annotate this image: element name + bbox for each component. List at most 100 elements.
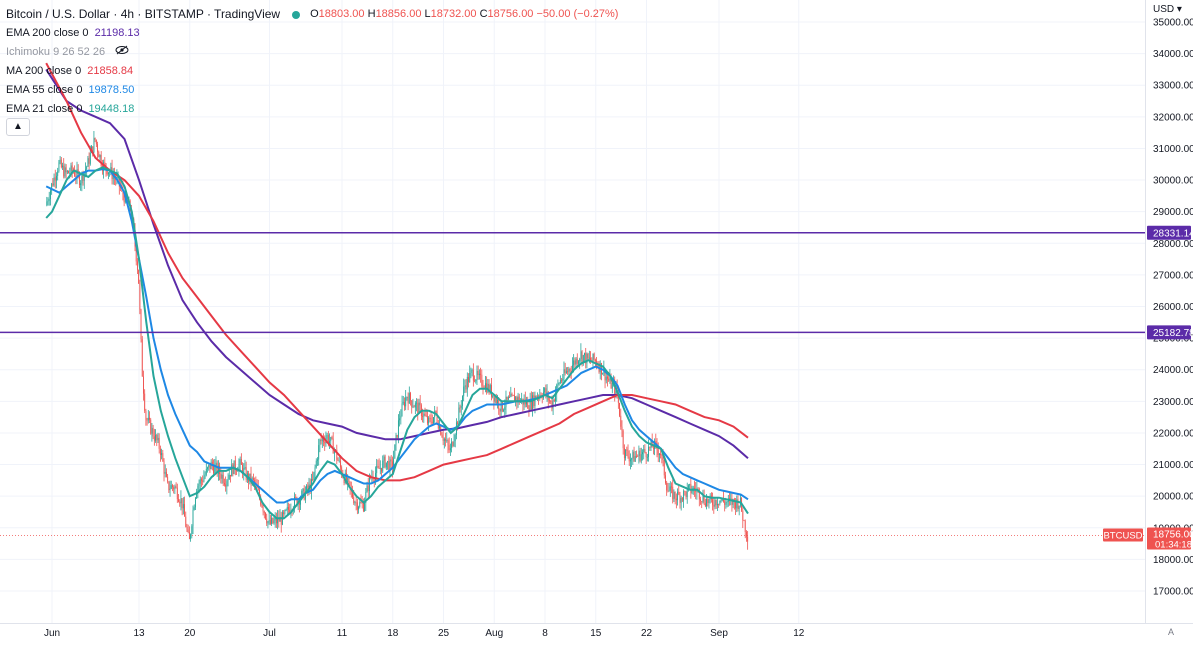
candle-body bbox=[573, 360, 575, 366]
candle-body bbox=[381, 467, 382, 472]
candle-body bbox=[511, 393, 513, 396]
candle-body bbox=[657, 449, 659, 456]
candle-body bbox=[228, 474, 230, 480]
candle-body bbox=[441, 434, 443, 438]
candle-body bbox=[198, 483, 200, 486]
candle-body bbox=[222, 474, 224, 483]
candle-body bbox=[155, 434, 157, 441]
candle-body bbox=[673, 491, 675, 500]
candle-body bbox=[581, 351, 583, 362]
y-tick-label: 20000.00 bbox=[1153, 492, 1193, 503]
candle-body bbox=[724, 501, 726, 505]
candle-body bbox=[620, 415, 622, 427]
candle-body bbox=[579, 358, 581, 362]
candle-body bbox=[208, 464, 210, 468]
candle-body bbox=[112, 175, 114, 180]
ma-line-ma-200-close-0 bbox=[45, 62, 749, 482]
candle-body bbox=[501, 401, 503, 411]
candle-body bbox=[661, 454, 663, 456]
candle-body bbox=[562, 378, 564, 381]
candle-body bbox=[285, 509, 287, 511]
y-tick-label: 29000.00 bbox=[1153, 207, 1193, 218]
collapse-legend-button[interactable]: ▲ bbox=[6, 118, 30, 136]
candle-body bbox=[356, 502, 358, 510]
candle-body bbox=[701, 500, 703, 502]
candle-body bbox=[205, 468, 207, 475]
candle-body bbox=[53, 177, 55, 186]
candle-body bbox=[454, 434, 456, 441]
candle-body bbox=[716, 503, 718, 506]
indicator-ema200[interactable]: EMA 200 close 0 21198.13 bbox=[6, 24, 618, 43]
candle-body bbox=[62, 165, 63, 168]
candle-body bbox=[332, 438, 334, 454]
candle-body bbox=[585, 353, 587, 364]
currency-selector[interactable]: USD ▾ bbox=[1153, 4, 1182, 15]
candle-body bbox=[396, 434, 398, 438]
candle-body bbox=[191, 526, 193, 535]
candle-body bbox=[349, 481, 351, 488]
candle-body bbox=[584, 353, 585, 356]
candle-body bbox=[447, 440, 449, 446]
candle-body bbox=[346, 473, 347, 483]
candle-body bbox=[150, 419, 152, 434]
candle-body bbox=[294, 496, 295, 509]
candle-body bbox=[433, 417, 434, 424]
indicator-ma200[interactable]: MA 200 close 0 21858.84 bbox=[6, 62, 618, 81]
candle-body bbox=[681, 497, 683, 501]
candle-body bbox=[602, 373, 604, 375]
candle-body bbox=[413, 406, 415, 408]
candle-body bbox=[535, 395, 537, 399]
candle-body bbox=[730, 498, 732, 500]
level-price-label: 28331.14 bbox=[1153, 228, 1193, 239]
open-label: O bbox=[310, 8, 319, 20]
candle-body bbox=[69, 173, 71, 175]
candle-body bbox=[719, 500, 721, 505]
x-tick-label: Jun bbox=[44, 628, 60, 639]
candle-body bbox=[387, 461, 389, 463]
candle-body bbox=[452, 442, 454, 446]
candle-body bbox=[617, 393, 619, 403]
candle-body bbox=[192, 509, 194, 527]
candle-body bbox=[466, 376, 468, 390]
hidden-eye-icon[interactable] bbox=[115, 43, 129, 62]
candle-body bbox=[416, 402, 418, 404]
candle-body bbox=[443, 439, 445, 441]
candle-body bbox=[463, 386, 465, 397]
candle-body bbox=[643, 449, 645, 453]
indicator-ema21[interactable]: EMA 21 close 0 19448.18 bbox=[6, 100, 618, 119]
indicator-ichimoku[interactable]: Ichimoku 9 26 52 26 bbox=[6, 43, 618, 62]
candle-body bbox=[477, 370, 479, 376]
candle-body bbox=[143, 376, 144, 394]
candle-body bbox=[123, 194, 125, 203]
candle-body bbox=[76, 169, 78, 178]
candle-body bbox=[54, 177, 56, 181]
candle-body bbox=[312, 479, 314, 480]
candle-body bbox=[527, 400, 529, 409]
candle-body bbox=[157, 437, 159, 441]
indicator-ema55[interactable]: EMA 55 close 0 19878.50 bbox=[6, 81, 618, 100]
candle-body bbox=[481, 374, 483, 386]
candle-body bbox=[509, 397, 511, 398]
candle-body bbox=[65, 167, 67, 173]
candle-body bbox=[457, 422, 459, 425]
candle-body bbox=[178, 499, 179, 502]
candle-body bbox=[637, 456, 639, 457]
candle-body bbox=[207, 467, 208, 469]
candle-body bbox=[439, 425, 440, 429]
candle-body bbox=[729, 498, 730, 500]
ma-line-ema-200-close-0 bbox=[45, 68, 749, 459]
candle-body bbox=[553, 399, 555, 402]
candle-body bbox=[182, 504, 184, 509]
candle-body bbox=[544, 388, 546, 393]
candle-body bbox=[590, 357, 592, 361]
auto-scale-button[interactable]: A bbox=[1168, 627, 1175, 637]
candle-body bbox=[214, 465, 216, 474]
x-tick-label: 8 bbox=[542, 628, 548, 639]
y-tick-label: 27000.00 bbox=[1153, 270, 1193, 281]
candle-body bbox=[196, 491, 198, 499]
candle-body bbox=[462, 396, 463, 406]
symbol-title[interactable]: Bitcoin / U.S. Dollar · 4h · BITSTAMP · … bbox=[6, 7, 281, 21]
candle-body bbox=[172, 485, 173, 488]
